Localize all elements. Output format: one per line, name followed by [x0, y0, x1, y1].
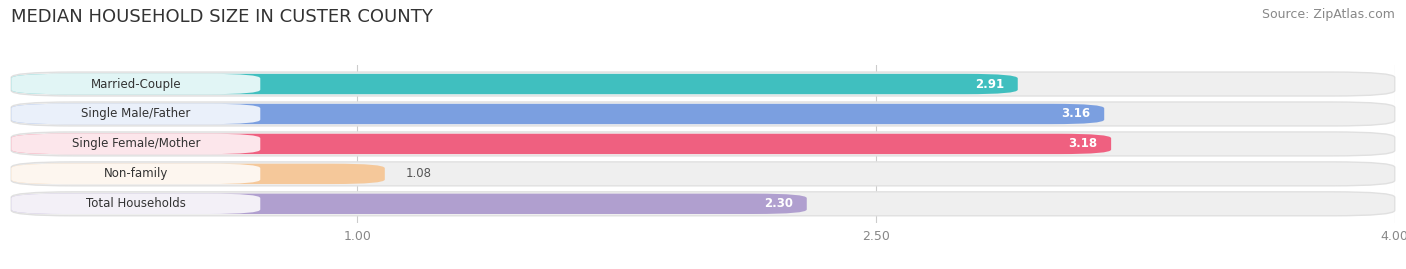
FancyBboxPatch shape: [11, 194, 807, 214]
FancyBboxPatch shape: [11, 74, 260, 94]
Text: 2.91: 2.91: [974, 77, 1004, 91]
FancyBboxPatch shape: [11, 104, 1104, 124]
FancyBboxPatch shape: [11, 134, 1111, 154]
FancyBboxPatch shape: [11, 72, 1395, 96]
Text: 3.18: 3.18: [1069, 137, 1097, 150]
FancyBboxPatch shape: [11, 164, 260, 184]
Text: Total Households: Total Households: [86, 197, 186, 210]
Text: Single Male/Father: Single Male/Father: [82, 108, 190, 121]
FancyBboxPatch shape: [11, 192, 1395, 216]
Text: 3.16: 3.16: [1062, 108, 1091, 121]
Text: Source: ZipAtlas.com: Source: ZipAtlas.com: [1261, 8, 1395, 21]
Text: Single Female/Mother: Single Female/Mother: [72, 137, 200, 150]
FancyBboxPatch shape: [11, 102, 1395, 126]
Text: 2.30: 2.30: [763, 197, 793, 210]
FancyBboxPatch shape: [11, 132, 1395, 156]
Text: Non-family: Non-family: [104, 167, 167, 180]
Text: 1.08: 1.08: [405, 167, 432, 180]
Text: Married-Couple: Married-Couple: [90, 77, 181, 91]
FancyBboxPatch shape: [11, 134, 260, 154]
FancyBboxPatch shape: [11, 162, 1395, 186]
Text: MEDIAN HOUSEHOLD SIZE IN CUSTER COUNTY: MEDIAN HOUSEHOLD SIZE IN CUSTER COUNTY: [11, 8, 433, 26]
FancyBboxPatch shape: [11, 194, 260, 214]
FancyBboxPatch shape: [11, 164, 385, 184]
FancyBboxPatch shape: [11, 74, 1018, 94]
FancyBboxPatch shape: [11, 104, 260, 124]
